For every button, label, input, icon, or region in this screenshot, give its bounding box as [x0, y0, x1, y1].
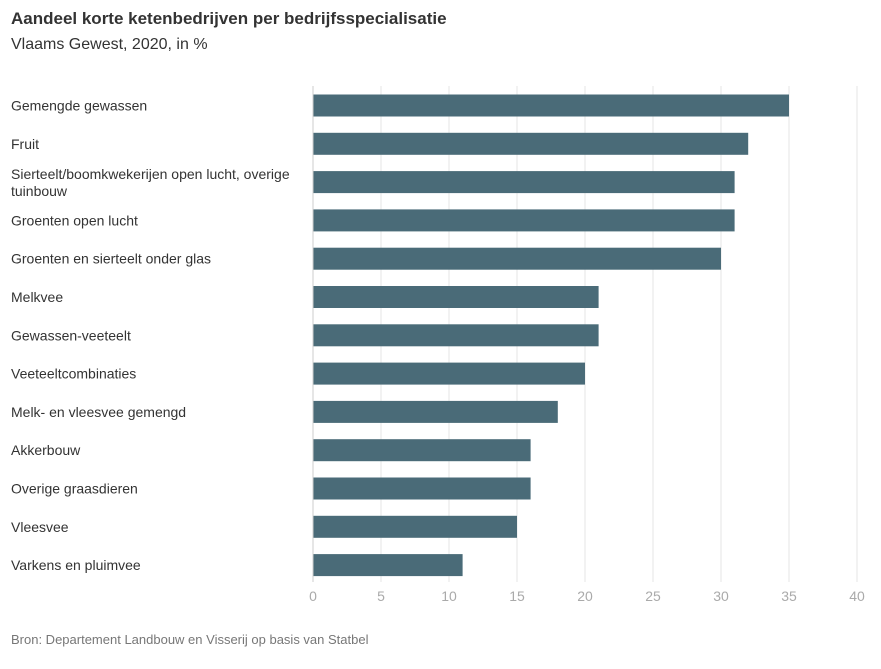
category-label: Groenten en sierteelt onder glas	[11, 251, 211, 267]
category-label: Akkerbouw	[11, 442, 81, 458]
source-note: Bron: Departement Landbouw en Visserij o…	[11, 632, 369, 647]
x-tick-label: 0	[309, 588, 317, 604]
bar	[313, 324, 599, 347]
bar	[313, 209, 735, 232]
x-tick-label: 30	[713, 588, 729, 604]
x-tick-label: 15	[509, 588, 525, 604]
bar	[313, 554, 463, 577]
x-tick-label: 5	[377, 588, 385, 604]
category-label: Gewassen-veeteelt	[11, 327, 131, 343]
bar	[313, 400, 558, 423]
category-label: Vleesvee	[11, 519, 69, 535]
bar	[313, 94, 789, 117]
chart-subtitle: Vlaams Gewest, 2020, in %	[11, 36, 208, 53]
x-tick-label: 40	[849, 588, 865, 604]
category-label: Varkens en pluimvee	[11, 557, 141, 573]
x-tick-label: 10	[441, 588, 457, 604]
category-label: Fruit	[11, 136, 39, 152]
category-label: Veeteeltcombinaties	[11, 366, 136, 382]
bar	[313, 477, 531, 500]
x-tick-label: 25	[645, 588, 661, 604]
x-tick-label: 35	[781, 588, 797, 604]
chart-title: Aandeel korte ketenbedrijven per bedrijf…	[11, 9, 447, 28]
category-label: Groenten open lucht	[11, 212, 138, 228]
category-label: Melk- en vleesvee gemengd	[11, 404, 186, 420]
category-label: Overige graasdieren	[11, 481, 138, 497]
category-label: Melkvee	[11, 289, 63, 305]
bar	[313, 247, 721, 270]
bar	[313, 515, 517, 538]
category-label: Gemengde gewassen	[11, 98, 147, 114]
bar	[313, 286, 599, 308]
bar	[313, 171, 735, 194]
x-tick-label: 20	[577, 588, 593, 604]
bar	[313, 362, 585, 385]
bar	[313, 132, 749, 155]
category-label: Sierteelt/boomkwekerijen open lucht, ove…	[11, 166, 290, 199]
bar	[313, 439, 531, 462]
